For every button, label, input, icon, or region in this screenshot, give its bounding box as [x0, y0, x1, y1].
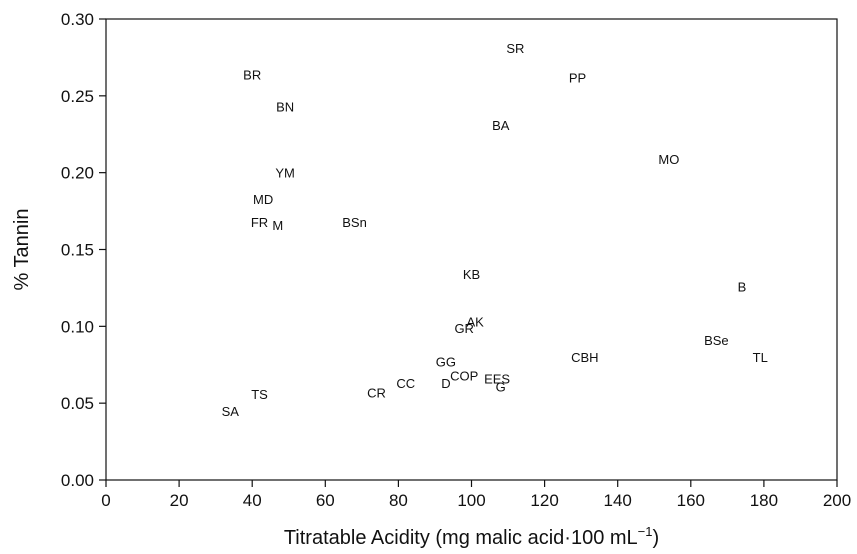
point-label: MD: [253, 192, 273, 207]
point-label: M: [272, 218, 283, 233]
point-label: CR: [367, 385, 386, 400]
x-tick-label: 60: [316, 491, 335, 510]
point-label: BR: [243, 67, 261, 82]
y-tick-label: 0.20: [61, 164, 94, 183]
x-tick-label: 20: [170, 491, 189, 510]
point-label: D: [441, 376, 450, 391]
x-axis-title-main: Titratable Acidity (mg malic acid·100 mL: [284, 527, 638, 549]
x-tick-label: 160: [677, 491, 705, 510]
y-tick-label: 0.30: [61, 10, 94, 29]
y-tick-label: 0.10: [61, 317, 94, 336]
point-label: MO: [658, 152, 679, 167]
point-label: EES: [484, 372, 510, 387]
point-label: TL: [753, 350, 768, 365]
point-label: YM: [275, 166, 295, 181]
x-tick-label: 120: [530, 491, 558, 510]
point-label: GG: [436, 355, 456, 370]
point-label: SR: [506, 41, 524, 56]
y-ticks: 0.00 0.05 0.10 0.15 0.20 0.25 0.30: [61, 10, 106, 490]
point-label: PP: [569, 70, 586, 85]
point-label: KB: [463, 267, 480, 282]
point-label: BSe: [704, 333, 729, 348]
plot-frame: [105, 18, 838, 481]
point-label: COP: [450, 369, 478, 384]
point-label: SA: [222, 404, 240, 419]
x-tick-label: 200: [823, 491, 851, 510]
x-tick-label: 0: [101, 491, 110, 510]
x-tick-label: 40: [243, 491, 262, 510]
point-label: G: [496, 379, 506, 394]
point-label: FR: [251, 215, 268, 230]
x-tick-label: 140: [604, 491, 632, 510]
y-axis-title: % Tannin: [11, 209, 33, 291]
x-tick-label: 100: [457, 491, 485, 510]
point-label: B: [738, 279, 747, 294]
x-axis-title-superscript: −1: [638, 524, 653, 539]
point-label: BSn: [342, 215, 367, 230]
point-label: TS: [251, 387, 268, 402]
point-label: CC: [396, 376, 415, 391]
y-tick-label: 0.25: [61, 87, 94, 106]
point-label: AK: [466, 315, 484, 330]
y-tick-label: 0.15: [61, 241, 94, 260]
y-tick-label: 0.05: [61, 394, 94, 413]
point-label: BN: [276, 100, 294, 115]
x-ticks: 0 20 40 60 80 100 120 140 160 180 200: [101, 480, 851, 510]
x-tick-label: 80: [389, 491, 408, 510]
x-tick-label: 180: [750, 491, 778, 510]
x-axis-title: Titratable Acidity (mg malic acid·100 mL…: [284, 524, 659, 549]
y-tick-label: 0.00: [61, 471, 94, 490]
point-label: BA: [492, 118, 510, 133]
point-label: CBH: [571, 350, 598, 365]
x-axis-title-end: ): [652, 527, 659, 549]
axes: [105, 18, 838, 481]
point-label: GR: [454, 321, 474, 336]
